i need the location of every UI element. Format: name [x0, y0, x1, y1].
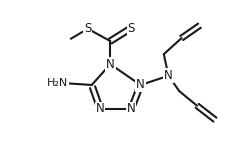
Text: N: N	[127, 102, 136, 115]
Text: S: S	[84, 22, 92, 35]
Text: S: S	[128, 21, 135, 34]
Text: N: N	[106, 58, 115, 71]
Text: H₂N: H₂N	[47, 78, 68, 88]
Text: N: N	[136, 78, 145, 92]
Text: N: N	[164, 69, 173, 82]
Text: N: N	[96, 102, 105, 115]
